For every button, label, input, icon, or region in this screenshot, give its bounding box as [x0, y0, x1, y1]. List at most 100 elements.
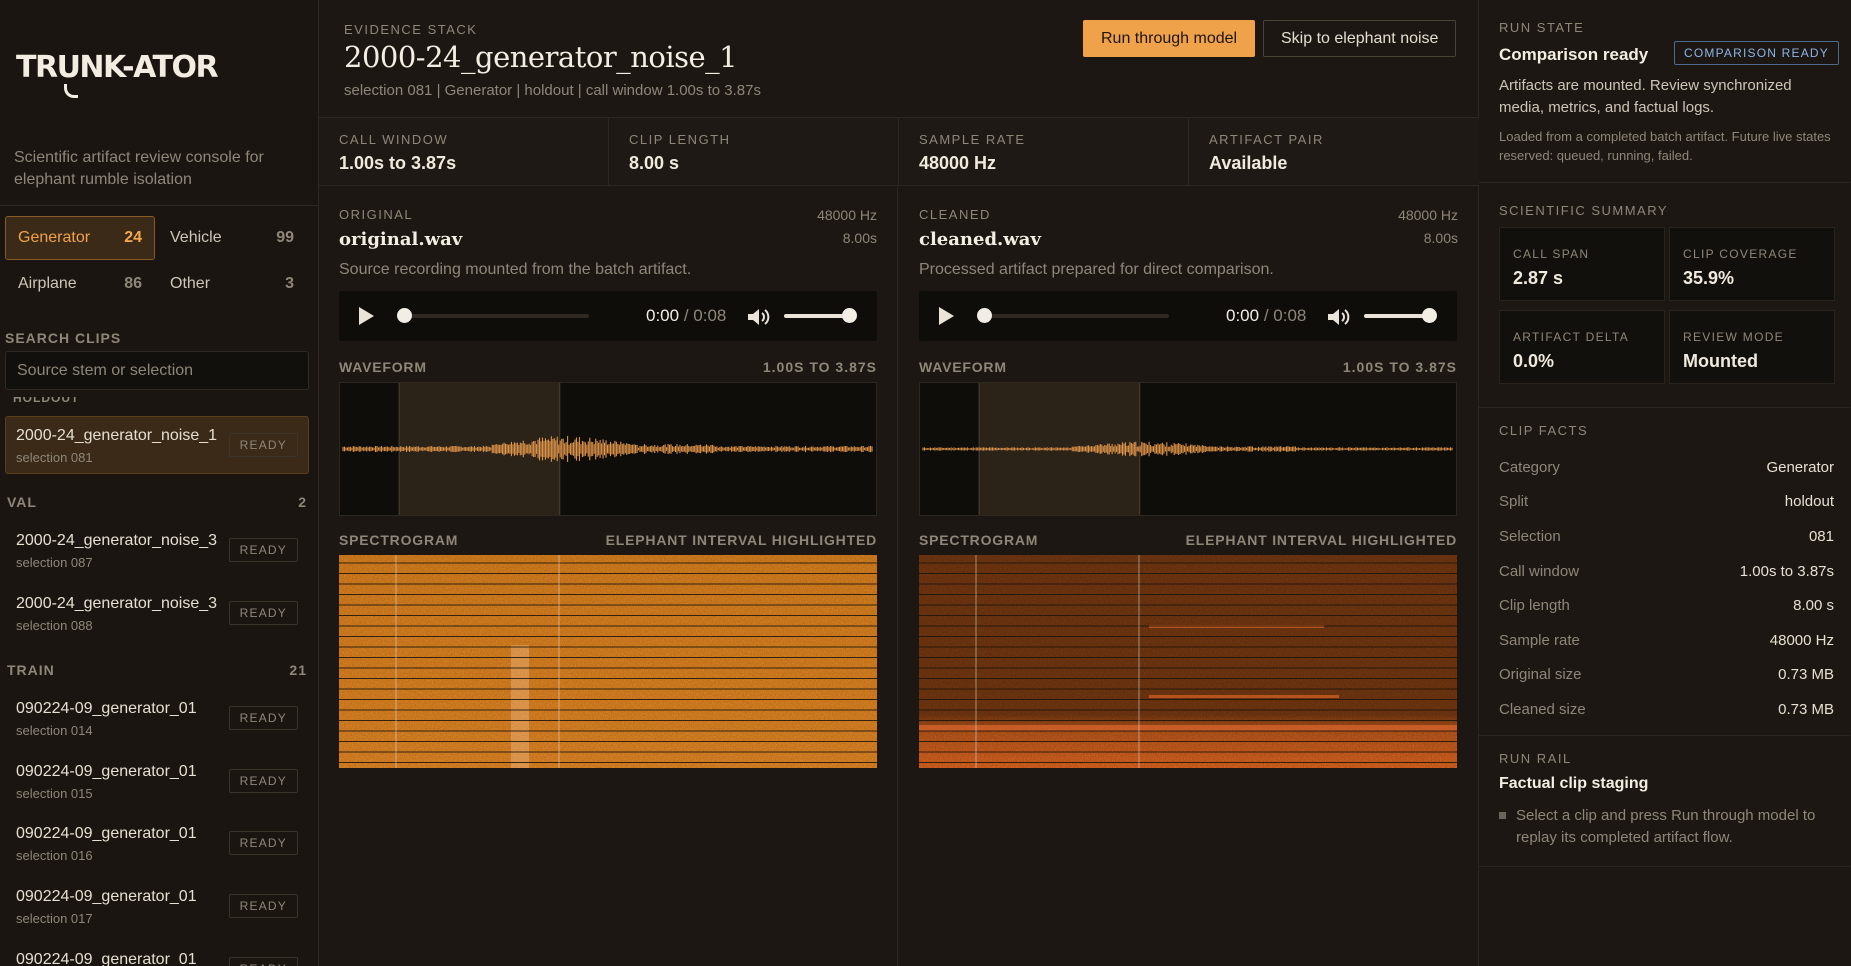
- run-state-text: Artifacts are mounted. Review synchroniz…: [1499, 77, 1792, 116]
- volume-slider[interactable]: [784, 308, 857, 323]
- fact-value: 0.73 MB: [1778, 700, 1834, 718]
- fact-row: Cleaned size 0.73 MB: [1499, 692, 1834, 727]
- summary-card-review-mode: REVIEW MODE Mounted: [1669, 310, 1835, 384]
- fact-row: Selection 081: [1499, 519, 1834, 554]
- group-header-val: VAL 2: [7, 494, 307, 510]
- pane-description: Processed artifact prepared for direct c…: [919, 261, 1274, 278]
- clip-item[interactable]: 090224-09_generator_01 READY: [5, 940, 309, 966]
- clip-status-badge: READY: [228, 538, 298, 562]
- clip-selection: selection 016: [16, 848, 93, 863]
- clip-name: 2000-24_generator_noise_3: [16, 532, 218, 549]
- fact-key: Call window: [1499, 562, 1580, 580]
- time-current: 0:00: [646, 306, 680, 325]
- original-pane: ORIGINAL 48000 Hz 8.00s original.wav Sou…: [319, 187, 898, 966]
- evidence-stack: EVIDENCE STACK 2000-24_generator_noise_1…: [319, 0, 1479, 966]
- volume-icon[interactable]: [747, 308, 771, 326]
- logo-trunk-curl: [64, 84, 78, 98]
- pane-sample-rate: 48000 Hz: [817, 207, 877, 223]
- seek-slider[interactable]: [397, 308, 589, 323]
- audio-player: 0:00 / 0:08: [339, 291, 877, 341]
- volume-knob[interactable]: [1422, 308, 1437, 323]
- fact-key: Category: [1499, 458, 1560, 476]
- clip-selection: selection 014: [16, 723, 93, 738]
- clip-selection: selection 088: [16, 618, 93, 633]
- group-header-train: TRAIN 21: [7, 662, 307, 678]
- category-filter: Generator 24 Vehicle 99 Airplane 86 Other 3: [5, 216, 307, 306]
- spectrogram-noise: [919, 555, 1457, 768]
- stat-value: 1.00s to 3.87s: [339, 153, 457, 173]
- spectrogram-display: [919, 555, 1457, 768]
- clip-status-badge: READY: [228, 601, 298, 625]
- pane-duration: 8.00s: [842, 230, 877, 246]
- clip-selection: selection 081: [16, 450, 93, 465]
- card-value: 35.9%: [1683, 268, 1735, 288]
- clip-status-badge: READY: [228, 769, 298, 793]
- time-readout: 0:00 / 0:08: [646, 306, 726, 326]
- run-state-badge: COMPARISON READY: [1674, 41, 1839, 65]
- spectrogram-noise: [339, 555, 877, 768]
- volume-knob[interactable]: [842, 308, 857, 323]
- play-icon[interactable]: [939, 307, 954, 325]
- clip-item[interactable]: 090224-09_generator_01 selection 015 REA…: [5, 752, 309, 810]
- seek-knob[interactable]: [977, 308, 992, 323]
- skip-to-elephant-noise-button[interactable]: Skip to elephant noise: [1263, 20, 1457, 57]
- play-icon[interactable]: [359, 307, 374, 325]
- clip-status-badge: READY: [228, 831, 298, 855]
- waveform-label-row: WAVEFORM 1.00S TO 3.87S: [919, 359, 1457, 375]
- volume-slider[interactable]: [1364, 308, 1437, 323]
- page-subtitle: selection 081 | Generator | holdout | ca…: [344, 82, 761, 99]
- seek-slider[interactable]: [977, 308, 1169, 323]
- section-label: RUN STATE: [1499, 20, 1585, 35]
- search-clips-input[interactable]: [5, 351, 309, 390]
- category-other[interactable]: Other 3: [157, 262, 307, 306]
- clip-item-selected[interactable]: 2000-24_generator_noise_1 selection 081 …: [5, 416, 309, 474]
- category-label: Airplane: [18, 275, 77, 292]
- fact-row: Original size 0.73 MB: [1499, 658, 1834, 693]
- clip-name: 090224-09_generator_01: [16, 700, 197, 717]
- clip-name: 090224-09_generator_01: [16, 951, 197, 966]
- summary-card-call-span: CALL SPAN 2.87 s: [1499, 227, 1665, 301]
- category-label: Vehicle: [170, 229, 222, 246]
- group-count: 21: [289, 662, 307, 678]
- clip-name: 090224-09_generator_01: [16, 825, 197, 842]
- card-label: ARTIFACT DELTA: [1513, 330, 1629, 344]
- category-label: Other: [170, 275, 211, 292]
- category-count: 24: [124, 229, 142, 246]
- fact-value: 081: [1808, 527, 1834, 545]
- clip-selection: selection 087: [16, 555, 93, 570]
- clip-selection: selection 015: [16, 786, 93, 801]
- stat-value: 48000 Hz: [919, 153, 997, 173]
- stat-call-window: CALL WINDOW 1.00s to 3.87s: [319, 118, 609, 185]
- volume-icon[interactable]: [1327, 308, 1351, 326]
- time-total: / 0:08: [683, 306, 727, 325]
- waveform-display: [339, 382, 877, 516]
- fact-value: holdout: [1784, 493, 1834, 511]
- fact-value: Generator: [1766, 458, 1834, 476]
- clip-item[interactable]: 2000-24_generator_noise_3 selection 088 …: [5, 584, 309, 642]
- low-frequency-band: [919, 725, 1457, 731]
- clip-item[interactable]: 090224-09_generator_01 selection 016 REA…: [5, 814, 309, 872]
- seek-knob[interactable]: [397, 308, 412, 323]
- fact-row: Split holdout: [1499, 485, 1834, 520]
- spectrogram-label-row: SPECTROGRAM ELEPHANT INTERVAL HIGHLIGHTED: [919, 532, 1457, 548]
- waveform-range: 1.00S TO 3.87S: [1342, 359, 1457, 375]
- fact-key: Cleaned size: [1499, 700, 1586, 718]
- stat-artifact-pair: ARTIFACT PAIR Available: [1189, 118, 1479, 185]
- clip-item[interactable]: 090224-09_generator_01 selection 014 REA…: [5, 689, 309, 747]
- run-through-model-button[interactable]: Run through model: [1083, 20, 1256, 57]
- search-label: SEARCH CLIPS: [5, 330, 122, 346]
- category-vehicle[interactable]: Vehicle 99: [157, 216, 307, 260]
- clip-status-badge: READY: [228, 957, 298, 966]
- clip-item[interactable]: 2000-24_generator_noise_3 selection 087 …: [5, 521, 309, 579]
- category-airplane[interactable]: Airplane 86: [5, 262, 155, 306]
- time-readout: 0:00 / 0:08: [1226, 306, 1306, 326]
- time-total: / 0:08: [1263, 306, 1307, 325]
- clip-item[interactable]: 090224-09_generator_01 selection 017 REA…: [5, 877, 309, 935]
- summary-card-clip-coverage: CLIP COVERAGE 35.9%: [1669, 227, 1835, 301]
- spectrogram-display: [339, 555, 877, 768]
- category-count: 3: [285, 275, 294, 292]
- clip-facts-list: Category Generator Split holdout Selection…: [1499, 450, 1834, 727]
- clip-facts-section: CLIP FACTS: [1479, 409, 1850, 736]
- category-generator[interactable]: Generator 24: [5, 216, 155, 260]
